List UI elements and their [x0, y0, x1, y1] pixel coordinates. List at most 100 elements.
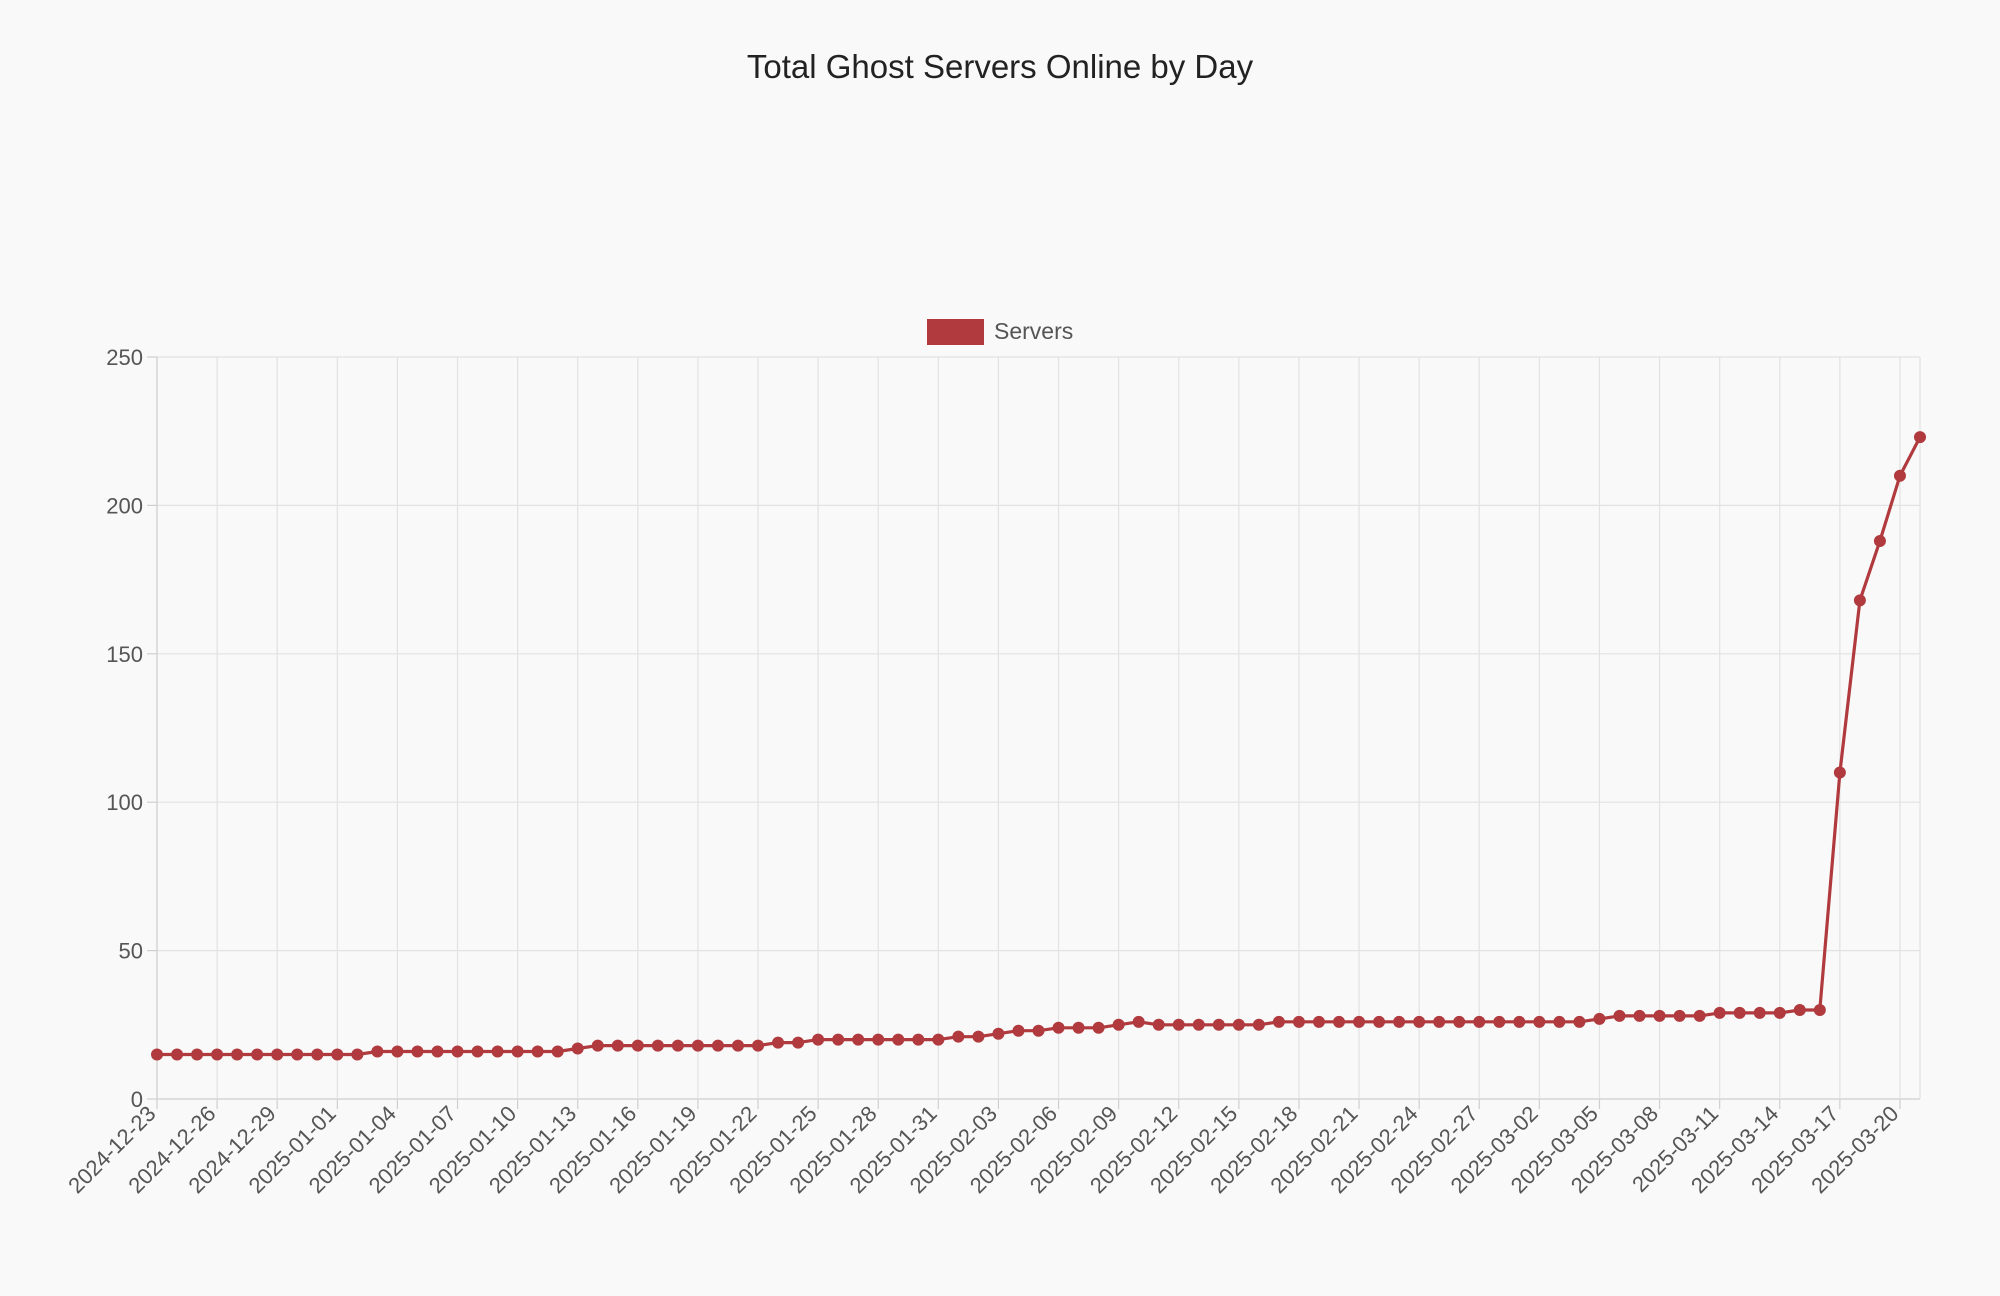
- data-point: [1453, 1015, 1466, 1028]
- data-point: [932, 1033, 945, 1046]
- data-point: [1312, 1015, 1325, 1028]
- data-point: [1573, 1015, 1586, 1028]
- y-tick-label: 0: [131, 1087, 143, 1112]
- data-point: [1252, 1018, 1265, 1031]
- data-point: [1733, 1006, 1746, 1019]
- data-point: [1032, 1024, 1045, 1037]
- data-point: [1333, 1015, 1346, 1028]
- y-tick-label: 200: [106, 493, 143, 518]
- data-point: [1272, 1015, 1285, 1028]
- data-point: [1433, 1015, 1446, 1028]
- data-point: [1132, 1015, 1145, 1028]
- data-point: [271, 1048, 284, 1061]
- data-point: [1473, 1015, 1486, 1028]
- data-point: [1653, 1009, 1666, 1022]
- legend-swatch: [927, 319, 984, 345]
- data-point: [912, 1033, 925, 1046]
- data-point: [1914, 431, 1926, 444]
- data-point: [1813, 1003, 1826, 1016]
- data-point: [1673, 1009, 1686, 1022]
- data-point: [1713, 1006, 1726, 1019]
- data-point: [892, 1033, 905, 1046]
- data-point: [251, 1048, 264, 1061]
- data-point: [451, 1045, 464, 1058]
- data-point: [531, 1045, 544, 1058]
- data-point: [711, 1039, 724, 1052]
- data-point: [832, 1033, 845, 1046]
- chart-title: Total Ghost Servers Online by Day: [746, 48, 1254, 85]
- data-point: [571, 1042, 584, 1055]
- data-point: [351, 1048, 364, 1061]
- data-point: [691, 1039, 704, 1052]
- data-point: [311, 1048, 324, 1061]
- data-point: [1773, 1006, 1786, 1019]
- data-point: [1292, 1015, 1305, 1028]
- data-point: [391, 1045, 404, 1058]
- data-point: [1172, 1018, 1185, 1031]
- data-point: [852, 1033, 865, 1046]
- data-point: [1393, 1015, 1406, 1028]
- data-point: [1873, 535, 1886, 548]
- data-point: [972, 1030, 985, 1043]
- data-point: [1232, 1018, 1245, 1031]
- y-tick-label: 250: [106, 345, 143, 370]
- data-point: [1893, 469, 1906, 482]
- data-point: [1152, 1018, 1165, 1031]
- data-point: [752, 1039, 765, 1052]
- data-point: [211, 1048, 224, 1061]
- data-point: [431, 1045, 444, 1058]
- data-point: [1112, 1018, 1125, 1031]
- data-point: [551, 1045, 564, 1058]
- data-point: [331, 1048, 344, 1061]
- data-point: [1793, 1003, 1806, 1016]
- data-point: [371, 1045, 384, 1058]
- y-tick-label: 100: [106, 790, 143, 815]
- data-point: [872, 1033, 885, 1046]
- data-point: [731, 1039, 744, 1052]
- data-point: [291, 1048, 304, 1061]
- data-point: [1052, 1021, 1065, 1034]
- data-point: [1833, 766, 1846, 779]
- data-point: [171, 1048, 184, 1061]
- data-point: [231, 1048, 244, 1061]
- y-tick-label: 50: [119, 939, 143, 964]
- data-point: [191, 1048, 204, 1061]
- data-point: [1072, 1021, 1085, 1034]
- data-point: [992, 1027, 1005, 1040]
- data-point: [511, 1045, 524, 1058]
- data-point: [411, 1045, 424, 1058]
- data-point: [1693, 1009, 1706, 1022]
- data-point: [812, 1033, 825, 1046]
- data-point: [952, 1030, 965, 1043]
- data-point: [1533, 1015, 1546, 1028]
- data-point: [651, 1039, 664, 1052]
- y-tick-label: 150: [106, 642, 143, 667]
- data-point: [491, 1045, 504, 1058]
- data-point: [792, 1036, 805, 1049]
- data-point: [591, 1039, 604, 1052]
- data-point: [1633, 1009, 1646, 1022]
- series-line-servers: [157, 436, 1922, 1057]
- data-point: [631, 1039, 644, 1052]
- data-point: [671, 1039, 684, 1052]
- data-point: [772, 1036, 785, 1049]
- data-point: [1753, 1006, 1766, 1019]
- data-point: [1353, 1015, 1366, 1028]
- data-point: [1493, 1015, 1506, 1028]
- data-point: [471, 1045, 484, 1058]
- legend-label: Servers: [994, 318, 1073, 344]
- data-point: [1413, 1015, 1426, 1028]
- data-point: [1192, 1018, 1205, 1031]
- data-point: [1593, 1012, 1606, 1025]
- data-point: [1373, 1015, 1386, 1028]
- data-point: [1012, 1024, 1025, 1037]
- data-point: [1212, 1018, 1225, 1031]
- data-point: [1092, 1021, 1105, 1034]
- data-point: [151, 1048, 163, 1061]
- data-point: [611, 1039, 624, 1052]
- data-point: [1853, 594, 1866, 607]
- data-point: [1553, 1015, 1566, 1028]
- data-point: [1513, 1015, 1526, 1028]
